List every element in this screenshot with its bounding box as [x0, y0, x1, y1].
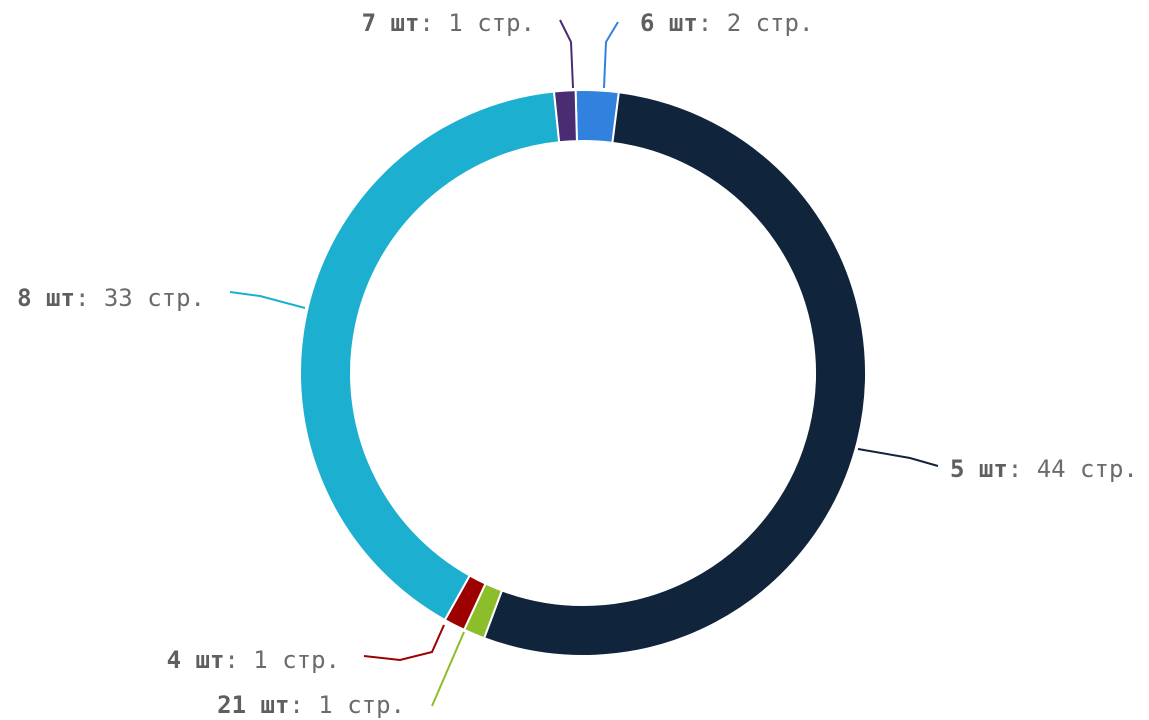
slice-label-4: 4 шт: 1 стр. — [167, 646, 340, 674]
slice-category-8: 8 шт — [17, 284, 75, 312]
slice-category-6: 6 шт — [640, 9, 698, 37]
slice-label-21: 21 шт: 1 стр. — [217, 691, 405, 719]
slice-label-7: 7 шт: 1 стр. — [362, 9, 535, 37]
slice-category-7: 7 шт — [362, 9, 420, 37]
slice-value-7: : 1 стр. — [419, 9, 535, 37]
leader-line-21 — [431, 631, 465, 707]
slice-label-5: 5 шт: 44 стр. — [950, 455, 1138, 483]
leader-line-7 — [559, 19, 574, 89]
leader-line-5 — [857, 448, 939, 467]
slice-category-4: 4 шт — [167, 646, 225, 674]
leader-line-6 — [603, 21, 619, 89]
slice-value-5: : 44 стр. — [1008, 455, 1138, 483]
slice-value-8: : 33 стр. — [75, 284, 205, 312]
pie-slice-8[interactable] — [299, 90, 561, 622]
slice-label-8: 8 шт: 33 стр. — [17, 284, 205, 312]
leader-line-8 — [229, 291, 306, 309]
slice-category-21: 21 шт — [217, 691, 289, 719]
pie-slice-6[interactable] — [574, 89, 620, 144]
pie-slice-5[interactable] — [482, 91, 867, 657]
slice-value-6: : 2 стр. — [698, 9, 814, 37]
slice-value-4: : 1 стр. — [224, 646, 340, 674]
slice-category-5: 5 шт — [950, 455, 1008, 483]
slice-value-21: : 1 стр. — [289, 691, 405, 719]
slice-label-6: 6 шт: 2 стр. — [640, 9, 813, 37]
pie-slice-7[interactable] — [552, 89, 578, 144]
leader-line-4 — [363, 624, 445, 662]
